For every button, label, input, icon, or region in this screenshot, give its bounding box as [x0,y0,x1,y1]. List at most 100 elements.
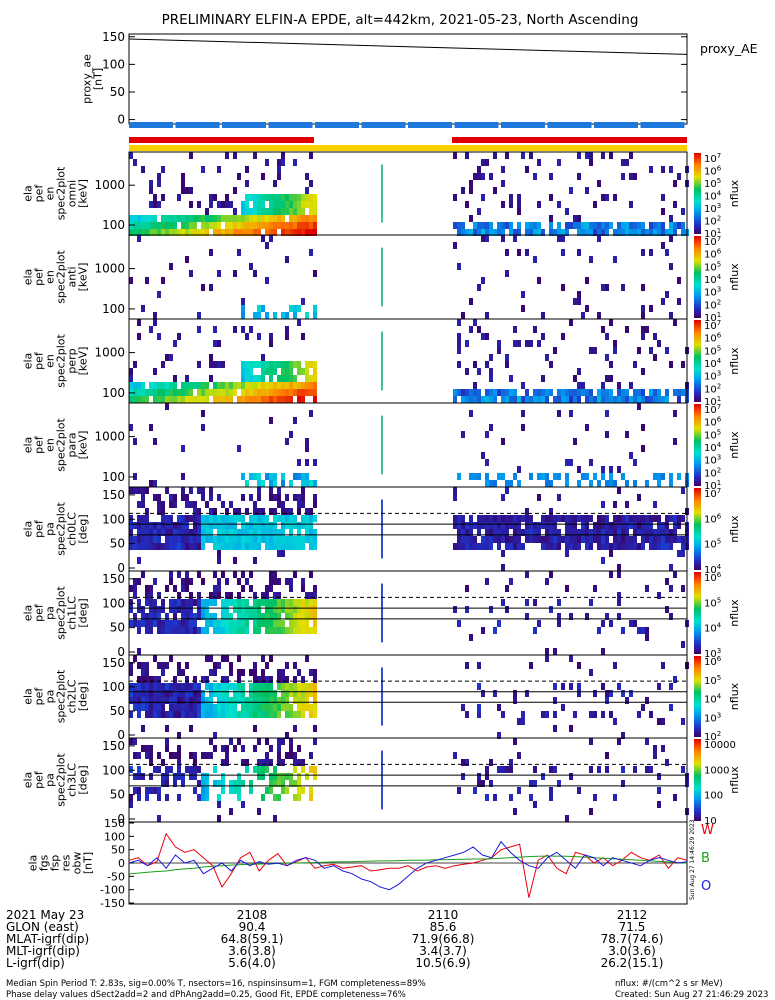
heatmap-cell [517,249,521,256]
heatmap-cell [297,711,301,718]
heatmap-cell [205,606,209,613]
heatmap-cell [313,697,317,704]
heatmap-cell [253,215,257,222]
heatmap-cell [537,529,541,536]
heatmap-cell [645,529,649,536]
colorbar-label: nflux [728,347,741,375]
heatmap-cell [501,166,505,173]
heatmap-cell [477,683,481,690]
heatmap-cell [277,194,281,201]
heatmap-cell [261,592,265,599]
heatmap-cell [201,599,205,606]
heatmap-cell [681,229,685,236]
heatmap-cell [149,529,153,536]
heatmap-cell [473,389,477,396]
heatmap-cell [297,382,301,389]
heatmap-cell [213,613,217,620]
heatmap-cell [485,312,489,319]
heatmap-cell [281,759,285,766]
heatmap-cell [229,522,233,529]
heatmap-cell [185,536,189,543]
heatmap-cell [273,627,277,634]
heatmap-cell [241,697,245,704]
epd-coverage-bar-2 [452,137,687,143]
heatmap-cell [301,501,305,508]
heatmap-cell [589,389,593,396]
heatmap-cell [541,543,545,550]
heatmap-cell [177,773,181,780]
heatmap-cell [477,284,481,291]
heatmap-cell [281,522,285,529]
heatmap-cell [533,173,537,180]
heatmap-cell [241,208,245,215]
heatmap-cell [305,201,309,208]
heatmap-cell [653,396,657,403]
panel-ylabel-line: pa [44,690,57,704]
heatmap-cell [213,229,217,236]
fgm-bar-segment [640,122,685,128]
heatmap-cell [265,606,269,613]
heatmap-cell [641,627,645,634]
heatmap-cell [201,690,205,697]
heatmap-cell [657,683,661,690]
heatmap-cells [129,655,689,739]
heatmap-cell [281,382,285,389]
heatmap-cell [593,229,597,236]
heatmap-cell [137,711,141,718]
heatmap-cell [589,229,593,236]
heatmap-cell [485,480,489,487]
heatmap-cell [481,235,485,242]
heatmap-cell [221,529,225,536]
heatmap-cell [257,759,261,766]
heatmap-cell [265,242,269,249]
heatmap-cell [513,473,517,480]
heatmap-cell [297,508,301,515]
heatmap-cell [173,752,177,759]
heatmap-cell [133,438,137,445]
heatmap-cell [297,305,301,312]
heatmap-cell [485,536,489,543]
heatmap-cell [169,522,173,529]
heatmap-cell [297,697,301,704]
heatmap-cell [557,599,561,606]
heatmap-cell [261,215,265,222]
heatmap-cell [233,522,237,529]
heatmap-cell [281,389,285,396]
heatmap-cell [277,222,281,229]
panel-ylabel-line: pef [33,770,46,789]
heatmap-cell [249,361,253,368]
heatmap-cell [257,396,261,403]
heatmap-cell [589,159,593,166]
heatmap-cell [289,194,293,201]
heatmap-cell [261,676,265,683]
heatmap-cell [493,389,497,396]
colorbar [694,236,701,318]
heatmap-cell [285,201,289,208]
heatmap-cell [181,494,185,501]
heatmap-cell [237,780,241,787]
heatmap-cell [225,704,229,711]
ephemeris-value: 3.4(3.7) [419,944,467,958]
heatmap-cell [457,319,461,326]
heatmap-cell [285,606,289,613]
heatmap-cell [497,704,501,711]
tick-label: -50 [107,870,125,883]
heatmap-cell [217,340,221,347]
heatmap-cell [237,669,241,676]
heatmap-cell [237,627,241,634]
heatmap-cell [173,222,177,229]
heatmap-cell [529,473,533,480]
heatmap-cell [197,536,201,543]
ephemeris-value: 90.4 [239,920,266,934]
heatmap-cell [549,766,553,773]
heatmap-cell [265,515,269,522]
heatmap-cell [633,766,637,773]
panel-ch1: 150100500elapefpaspec2plotch1LC[deg]1061… [22,570,741,660]
heatmap-cell [305,389,309,396]
heatmap-cell [173,536,177,543]
heatmap-cell [565,522,569,529]
heatmap-cell [209,655,213,662]
